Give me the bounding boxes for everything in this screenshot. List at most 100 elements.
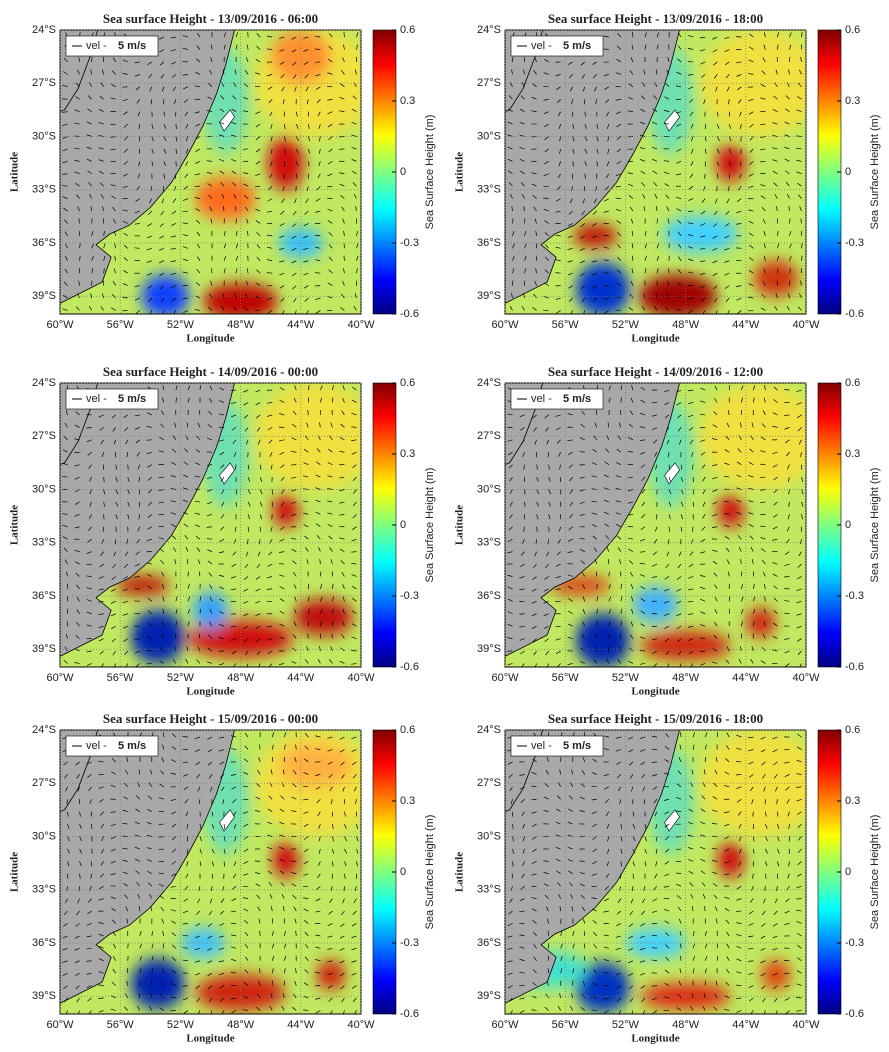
lat-tick-label: 33°S: [32, 537, 56, 549]
colorbar-tick-label: 0.3: [845, 95, 860, 107]
lat-tick-label: 33°S: [32, 184, 56, 196]
x-axis-label: Longitude: [631, 686, 679, 698]
colorbar-tick-label: 0: [845, 519, 851, 531]
colorbar-tick-label: 0: [400, 866, 406, 878]
colorbar-tick-label: 0.3: [400, 95, 415, 107]
lon-tick-label: 40°W: [792, 672, 820, 684]
y-axis-label: Latitude: [9, 152, 21, 192]
ssh-field: [633, 587, 678, 623]
lat-tick-label: 24°S: [477, 724, 501, 736]
ssh-field: [131, 610, 185, 663]
colorbar-tick-label: 0.3: [845, 795, 860, 807]
lon-tick-label: 56°W: [107, 672, 135, 684]
lon-tick-label: 48°W: [227, 319, 255, 331]
x-axis-label: Longitude: [631, 1033, 679, 1045]
lat-tick-label: 27°S: [477, 77, 501, 89]
ssh-field: [663, 216, 738, 252]
lon-tick-label: 60°W: [46, 1019, 74, 1031]
ssh-field: [293, 600, 353, 636]
lat-tick-label: 24°S: [32, 24, 56, 36]
lon-tick-label: 52°W: [167, 319, 195, 331]
x-axis-label: Longitude: [186, 333, 234, 345]
lat-tick-label: 27°S: [32, 77, 56, 89]
lon-tick-label: 56°W: [552, 672, 580, 684]
lat-tick-label: 27°S: [477, 430, 501, 442]
map: [60, 383, 376, 668]
legend-text: vel -: [531, 740, 552, 752]
lat-tick-label: 36°S: [32, 590, 56, 602]
lat-tick-label: 30°S: [477, 483, 501, 495]
lat-tick-label: 27°S: [32, 430, 56, 442]
ssh-field: [195, 177, 255, 220]
lat-tick-label: 30°S: [32, 130, 56, 142]
ssh-field: [272, 842, 299, 878]
panel-title: Sea surface Height - 13/09/2016 - 18:00: [548, 11, 763, 26]
colorbar-tick-label: 0.3: [400, 795, 415, 807]
lon-tick-label: 48°W: [227, 1019, 255, 1031]
map: [505, 383, 821, 668]
lat-tick-label: 39°S: [477, 990, 501, 1002]
colorbar-tick-label: -0.3: [400, 937, 419, 949]
map: [505, 30, 821, 318]
lat-tick-label: 24°S: [32, 724, 56, 736]
panel-title: Sea surface Height - 13/09/2016 - 06:00: [103, 11, 318, 26]
lat-tick-label: 27°S: [32, 777, 56, 789]
legend-scale: 5 m/s: [563, 740, 591, 752]
y-axis-label: Latitude: [454, 152, 466, 192]
legend-scale: 5 m/s: [563, 40, 591, 52]
y-axis-label: Latitude: [9, 505, 21, 545]
colorbar-tick-label: -0.6: [400, 661, 419, 673]
lat-tick-label: 39°S: [32, 990, 56, 1002]
y-axis-label: Latitude: [9, 852, 21, 892]
lat-tick-label: 30°S: [477, 130, 501, 142]
colorbar-tick-label: -0.6: [400, 308, 419, 320]
ssh-field: [761, 961, 791, 989]
lat-tick-label: 24°S: [32, 377, 56, 389]
lat-tick-label: 39°S: [32, 643, 56, 655]
lon-tick-label: 52°W: [167, 672, 195, 684]
map: [505, 730, 821, 1015]
lat-tick-label: 33°S: [32, 884, 56, 896]
colorbar-tick-label: 0: [845, 866, 851, 878]
lon-tick-label: 60°W: [491, 672, 519, 684]
colorbar-tick-label: 0: [845, 166, 851, 178]
map: [60, 730, 376, 1015]
legend-scale: 5 m/s: [118, 393, 146, 405]
lon-tick-label: 44°W: [287, 1019, 315, 1031]
lon-tick-label: 44°W: [732, 672, 760, 684]
colorbar-label: Sea Surface Height (m): [424, 815, 436, 930]
lon-tick-label: 56°W: [552, 319, 580, 331]
lon-tick-label: 48°W: [672, 319, 700, 331]
ssh-field: [573, 225, 618, 246]
colorbar-tick-label: 0.6: [845, 24, 860, 36]
colorbar-tick-label: -0.3: [845, 237, 864, 249]
colorbar-tick-label: 0.6: [845, 377, 860, 389]
legend-text: vel -: [86, 740, 107, 752]
lat-tick-label: 36°S: [477, 237, 501, 249]
lon-tick-label: 56°W: [107, 1019, 135, 1031]
legend-text: vel -: [531, 393, 552, 405]
lat-tick-label: 39°S: [32, 290, 56, 302]
lon-tick-label: 52°W: [167, 1019, 195, 1031]
colorbar-tick-label: 0.6: [400, 24, 415, 36]
lat-tick-label: 33°S: [477, 537, 501, 549]
lon-tick-label: 52°W: [612, 319, 640, 331]
lat-tick-label: 33°S: [477, 884, 501, 896]
lon-tick-label: 44°W: [732, 319, 760, 331]
lon-tick-label: 56°W: [552, 1019, 580, 1031]
lat-tick-label: 36°S: [477, 590, 501, 602]
lon-tick-label: 60°W: [491, 1019, 519, 1031]
lat-tick-label: 36°S: [32, 937, 56, 949]
panel-title: Sea surface Height - 15/09/2016 - 00:00: [103, 711, 318, 726]
lon-tick-label: 40°W: [792, 1019, 820, 1031]
colorbar-tick-label: -0.3: [845, 937, 864, 949]
x-axis-label: Longitude: [186, 686, 234, 698]
y-axis-label: Latitude: [454, 852, 466, 892]
colorbar-tick-label: 0.6: [845, 724, 860, 736]
y-axis-label: Latitude: [454, 505, 466, 545]
ssh-field: [268, 137, 304, 190]
colorbar-tick-label: 0.3: [845, 448, 860, 460]
ssh-field: [131, 959, 185, 1009]
ssh-field: [272, 495, 299, 527]
